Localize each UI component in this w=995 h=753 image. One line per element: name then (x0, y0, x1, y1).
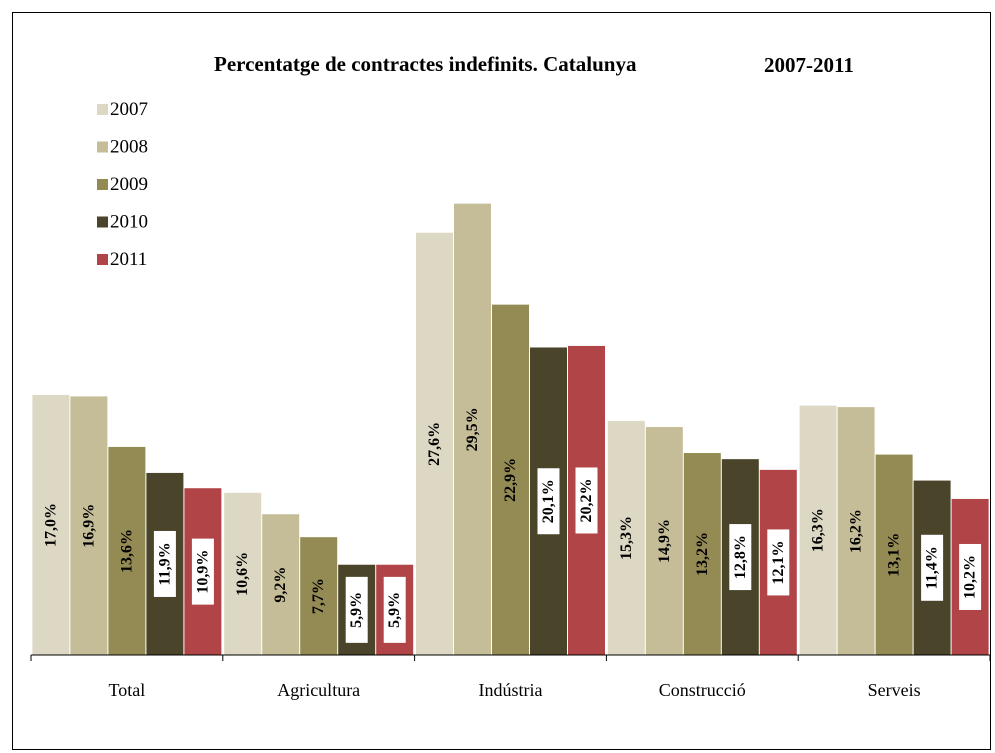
bar-indústria-2007 (416, 232, 453, 655)
bar-serveis-2007 (799, 405, 837, 655)
data-label-indústria-2011: 20,2% (578, 478, 595, 522)
legend-label-2010: 2010 (110, 212, 148, 233)
chart-svg: Percentatge de contractes indefinits. Ca… (30, 52, 991, 700)
data-label-agricultura-2011: 5,9% (386, 592, 403, 628)
data-label-construcció-2010: 12,8% (732, 535, 749, 579)
data-label-box (537, 468, 560, 535)
data-label-box (345, 576, 368, 643)
chart-title: Percentatge de contractes indefinits. Ca… (214, 52, 637, 76)
data-label-construcció-2009: 13,2% (694, 532, 711, 576)
bar-total-2009 (108, 446, 146, 655)
bar-indústria-2008 (454, 203, 491, 655)
data-label-total-2009: 13,6% (118, 529, 135, 573)
data-label-construcció-2011: 12,1% (770, 540, 787, 584)
data-label-box (729, 524, 752, 591)
category-label: Indústria (479, 680, 543, 700)
data-label-box (921, 534, 944, 601)
legend-label-2008: 2008 (110, 137, 148, 158)
data-label-agricultura-2010: 5,9% (348, 592, 365, 628)
data-label-indústria-2007: 27,6% (426, 422, 443, 466)
data-label-total-2011: 10,9% (194, 550, 211, 594)
data-label-serveis-2010: 11,4% (924, 546, 941, 589)
bar-construcció-2007 (607, 420, 645, 655)
chart-frame: Percentatge de contractes indefinits. Ca… (12, 12, 991, 750)
data-label-agricultura-2007: 10,6% (234, 552, 251, 596)
data-label-serveis-2011: 10,2% (962, 555, 979, 599)
data-label-serveis-2007: 16,3% (810, 508, 827, 552)
x-axis (30, 654, 991, 661)
data-label-box (959, 543, 982, 610)
data-label-construcció-2008: 14,9% (656, 519, 673, 563)
data-label-box (767, 529, 790, 596)
data-label-total-2008: 16,9% (80, 504, 97, 548)
bar-total-2008 (70, 396, 108, 655)
data-label-agricultura-2008: 9,2% (272, 567, 289, 603)
data-label-serveis-2008: 16,2% (848, 509, 865, 553)
labels-layer: 17,0% 16,9% 13,6% 11,9% 10,9% 10,6% 9,2% 7,7% 5,… (42, 407, 982, 643)
chart-title-years: 2007-2011 (764, 53, 854, 77)
category-label: Serveis (868, 680, 921, 700)
data-label-total-2010: 11,9% (156, 542, 173, 585)
bar-total-2007 (32, 394, 70, 655)
data-label-serveis-2009: 13,1% (886, 533, 903, 577)
bar-agricultura-2008 (262, 514, 300, 655)
legend-label-2009: 2009 (110, 174, 148, 195)
legend-swatch-2008 (97, 141, 108, 153)
data-label-box (575, 467, 598, 534)
bar-construcció-2008 (645, 427, 683, 655)
legend-swatch-2009 (97, 179, 108, 190)
legend-label-2007: 2007 (110, 99, 148, 120)
data-label-agricultura-2009: 7,7% (310, 578, 327, 614)
bar-indústria-2009 (492, 304, 529, 655)
legend-label-2011: 2011 (110, 249, 147, 270)
data-label-box (191, 538, 214, 605)
legend: 2007 2008 2009 2010 2011 (97, 99, 148, 270)
category-label: Construcció (659, 680, 746, 700)
category-label: Total (109, 680, 146, 700)
data-label-box (153, 530, 176, 597)
data-label-indústria-2010: 20,1% (540, 479, 557, 523)
bars-layer (32, 203, 989, 655)
data-label-total-2007: 17,0% (42, 503, 59, 547)
bar-serveis-2008 (837, 407, 875, 655)
legend-swatch-2011 (97, 254, 108, 265)
legend-swatch-2010 (97, 216, 108, 228)
bar-serveis-2009 (875, 454, 913, 655)
bar-agricultura-2007 (224, 492, 262, 655)
data-label-construcció-2007: 15,3% (618, 516, 635, 560)
data-label-indústria-2009: 22,9% (502, 458, 519, 502)
bar-construcció-2009 (683, 453, 721, 655)
data-label-box (383, 576, 406, 643)
category-label: Agricultura (277, 680, 360, 700)
bar-agricultura-2009 (300, 537, 338, 655)
category-labels: Total Agricultura Indústria Construcció Serv… (109, 680, 921, 700)
legend-swatch-2007 (97, 104, 108, 115)
data-label-indústria-2008: 29,5% (464, 407, 481, 451)
